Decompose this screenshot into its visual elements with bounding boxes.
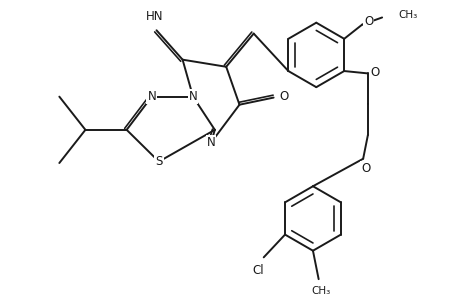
Text: Cl: Cl (252, 264, 263, 277)
Text: HN: HN (145, 11, 162, 23)
Text: O: O (279, 90, 288, 103)
Text: O: O (364, 15, 373, 28)
Text: O: O (360, 162, 369, 175)
Text: CH₃: CH₃ (398, 10, 417, 20)
Text: N: N (206, 136, 215, 149)
Text: CH₃: CH₃ (311, 286, 330, 296)
Text: N: N (147, 90, 156, 103)
Text: S: S (155, 155, 162, 168)
Text: N: N (188, 90, 197, 103)
Text: O: O (369, 66, 379, 79)
